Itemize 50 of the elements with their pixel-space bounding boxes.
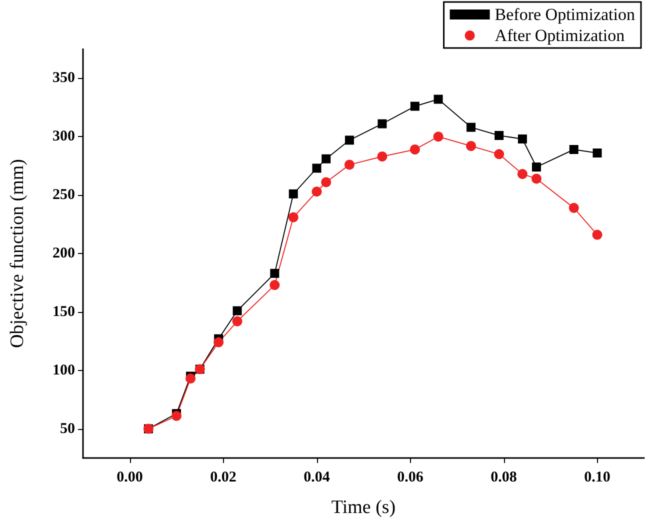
point: [344, 136, 354, 145]
point: [378, 119, 387, 128]
y-tick-label: 250: [52, 187, 75, 204]
x-tick-label: 0.02: [210, 470, 236, 486]
x-tick-label: 0.08: [490, 470, 517, 486]
y-tick-label: 100: [52, 362, 75, 378]
legend-label: After Optimization: [494, 26, 626, 45]
point: [494, 149, 504, 160]
point: [288, 189, 298, 198]
point: [322, 154, 331, 164]
point: [466, 122, 476, 132]
y-tick-label: 150: [52, 304, 75, 320]
y-tick-label: 50: [60, 420, 75, 437]
point: [494, 130, 504, 140]
point: [344, 160, 354, 170]
point: [466, 140, 476, 151]
point: [270, 280, 280, 290]
x-tick-label: 0.00: [116, 470, 143, 486]
point: [377, 152, 388, 162]
point: [569, 144, 578, 154]
legend-label: Before Optimization: [494, 5, 636, 24]
point: [270, 268, 280, 278]
point: [518, 134, 527, 144]
y-tick-label: 300: [52, 128, 75, 145]
point: [172, 410, 182, 421]
point: [410, 102, 420, 111]
point: [214, 337, 224, 348]
x-tick-label: 0.06: [397, 470, 424, 486]
x-tick-label: 0.04: [304, 470, 330, 486]
point: [410, 144, 420, 154]
point: [592, 148, 602, 158]
point: [312, 164, 322, 173]
y-tick-label: 200: [52, 246, 75, 262]
point: [288, 212, 298, 222]
x-tick-label: 0.10: [584, 470, 610, 486]
point: [433, 132, 444, 142]
point: [312, 186, 322, 197]
point: [186, 374, 196, 384]
point: [434, 94, 443, 104]
point: [232, 316, 242, 326]
point: [568, 202, 579, 213]
point: [517, 169, 528, 180]
y-axis-title: Objective function (mm): [7, 159, 28, 348]
x-axis-title: Time (s): [331, 497, 396, 518]
point: [532, 162, 541, 172]
point: [232, 306, 242, 316]
point: [531, 174, 542, 184]
y-tick-label: 350: [52, 70, 75, 86]
point: [592, 230, 602, 240]
point: [321, 177, 332, 188]
